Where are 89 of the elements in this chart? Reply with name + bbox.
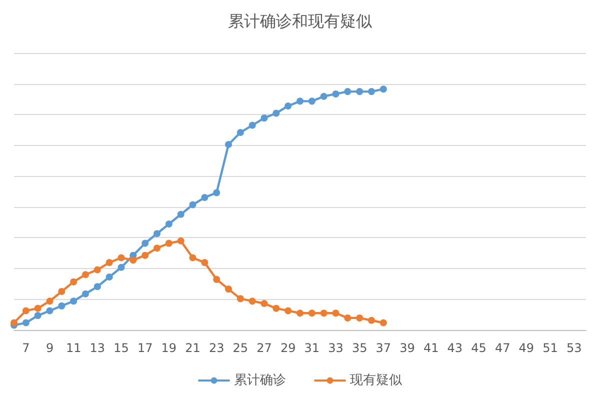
point — [332, 90, 340, 98]
point — [368, 316, 375, 324]
point — [165, 220, 172, 228]
point — [225, 286, 232, 293]
x-tick-label: 19 — [161, 341, 177, 355]
x-tick-label: 7 — [22, 341, 30, 355]
point — [260, 114, 268, 122]
point — [34, 304, 42, 312]
point — [344, 88, 352, 96]
point — [236, 128, 244, 136]
point — [189, 254, 196, 262]
point — [296, 98, 304, 105]
x-tick-label: 21 — [185, 341, 200, 355]
x-tick-label: 27 — [256, 341, 272, 355]
point — [177, 210, 184, 218]
point — [308, 310, 316, 317]
x-tick-label: 47 — [494, 341, 510, 355]
point — [94, 266, 101, 274]
point — [189, 201, 196, 208]
x-tick-label: 37 — [376, 341, 392, 355]
x-tick-label: 31 — [304, 341, 320, 355]
x-tick-label: 9 — [46, 341, 54, 355]
x-tick-label: 29 — [280, 341, 296, 355]
x-tick-label: 49 — [518, 341, 534, 355]
point — [284, 102, 292, 110]
chart-title: 累计确诊和现有疑似 — [228, 12, 372, 30]
x-tick-label: 33 — [328, 341, 344, 355]
point — [106, 274, 113, 281]
point — [225, 141, 232, 148]
point — [213, 276, 220, 283]
point — [118, 254, 125, 262]
point — [272, 110, 280, 117]
x-tick-label: 11 — [66, 341, 82, 355]
point — [201, 259, 208, 266]
point — [106, 259, 113, 266]
point — [34, 312, 42, 320]
point — [380, 86, 387, 93]
point — [10, 319, 18, 326]
point — [177, 237, 184, 244]
point — [356, 314, 364, 322]
x-tick-label: 39 — [400, 341, 415, 355]
x-tick-label: 53 — [566, 341, 582, 355]
point — [272, 304, 280, 312]
point — [344, 314, 352, 322]
point — [46, 307, 54, 314]
point — [118, 264, 125, 271]
point — [248, 122, 256, 129]
point — [260, 300, 268, 307]
x-tick-label: 51 — [542, 341, 558, 355]
point — [94, 283, 101, 290]
point — [165, 240, 172, 247]
point — [58, 302, 66, 310]
point — [320, 92, 328, 100]
point — [70, 278, 78, 286]
point — [22, 319, 30, 326]
x-tick-label: 13 — [90, 341, 106, 355]
point — [58, 288, 66, 295]
point — [284, 307, 292, 314]
point — [130, 256, 137, 264]
x-tick-label: 17 — [137, 341, 153, 355]
point — [154, 230, 160, 238]
point — [142, 252, 149, 259]
x-tick-label: 35 — [352, 341, 368, 355]
x-tick-label: 45 — [471, 341, 486, 355]
x-tick-label: 41 — [423, 341, 439, 355]
point — [46, 298, 54, 305]
x-tick-label: 43 — [447, 341, 463, 355]
x-tick-label: 25 — [232, 341, 248, 355]
point — [142, 240, 149, 247]
legend-label: 现有疑似 — [350, 373, 402, 388]
point — [201, 194, 208, 202]
point — [154, 244, 160, 252]
legend-label: 累计确诊 — [234, 373, 286, 388]
point — [356, 88, 364, 96]
point — [70, 298, 78, 305]
x-tick-label: 15 — [114, 341, 129, 355]
point — [82, 271, 89, 278]
point — [22, 307, 30, 314]
point — [213, 189, 220, 196]
point — [320, 310, 328, 317]
point — [248, 298, 256, 305]
point — [236, 295, 244, 302]
point — [308, 98, 316, 105]
x-tick-label: 23 — [208, 341, 224, 355]
point — [296, 310, 304, 317]
point — [380, 319, 387, 326]
point — [368, 88, 375, 96]
point — [82, 290, 89, 298]
point — [332, 310, 340, 317]
